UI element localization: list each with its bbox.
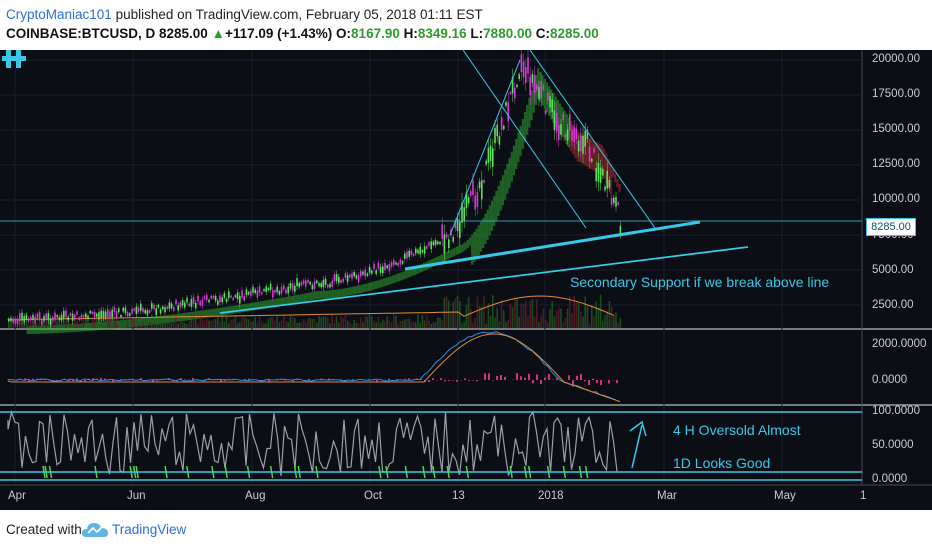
- price-tick: 15000.00: [872, 123, 920, 135]
- tradingview-link[interactable]: TradingView: [112, 522, 187, 537]
- up-arrow-head: [629, 420, 647, 437]
- price-tick: 20000.00: [872, 53, 920, 65]
- time-tick: 2018: [538, 490, 564, 502]
- close-value: 8285.00: [549, 26, 599, 41]
- low-label: L:: [466, 26, 484, 41]
- chart-svg: [0, 50, 932, 486]
- channel-line[interactable]: [529, 50, 656, 229]
- author-link[interactable]: CryptoManiac101: [6, 7, 112, 22]
- close-label: C:: [531, 26, 550, 41]
- price-tick: 5000.00: [872, 264, 914, 276]
- tradingview-logo-icon: [2, 50, 26, 68]
- footer: Created with TradingView: [0, 510, 932, 550]
- stoch-tick: 0.0000: [872, 473, 908, 485]
- publish-info: published on TradingView.com, February 0…: [111, 7, 483, 22]
- macd-tick: 0.0000: [872, 374, 908, 386]
- macd-pane: [7, 331, 621, 403]
- low-value: 7880.00: [483, 26, 532, 41]
- chart-canvas[interactable]: 20000.00 17500.00 15000.00 12500.00 1000…: [0, 50, 932, 510]
- price-tick: 2500.00: [872, 299, 914, 311]
- last-price-tag: 8285.00: [866, 218, 916, 236]
- time-tick: Aug: [245, 490, 266, 502]
- change-value: +117.09 (+1.43%): [224, 26, 333, 41]
- secondary-support-annotation: Secondary Support if we break above line: [570, 274, 830, 290]
- ma-ribbon: [26, 68, 621, 334]
- channel-line[interactable]: [462, 50, 587, 229]
- up-arrow-icon: [631, 424, 643, 469]
- time-tick: Oct: [364, 490, 382, 502]
- open-label: O:: [332, 26, 352, 41]
- symbol-label: COINBASE:BTCUSD, D: [6, 26, 156, 41]
- time-tick: Jun: [127, 490, 146, 502]
- stoch-tick: 50.0000: [872, 439, 914, 451]
- time-tick: 13: [452, 490, 465, 502]
- change-arrow-icon: ▲: [211, 26, 225, 41]
- stoch-tick: 100.0000: [872, 405, 920, 417]
- secondary-support-line[interactable]: [219, 246, 749, 314]
- daily-annotation: 1D Looks Good: [673, 455, 771, 471]
- high-value: 8349.16: [417, 26, 467, 41]
- volume-bars: [7, 294, 622, 328]
- candles: [8, 50, 622, 329]
- price-tick: 12500.00: [872, 158, 920, 170]
- tradingview-cloud-icon: [82, 523, 108, 537]
- chart-header: CryptoManiac101 published on TradingView…: [0, 0, 932, 50]
- created-with-label: Created with: [6, 522, 82, 537]
- price-tick: 10000.00: [872, 193, 920, 205]
- last-price: 8285.00: [155, 26, 212, 41]
- high-label: H:: [399, 26, 418, 41]
- publish-line: CryptoManiac101 published on TradingView…: [6, 7, 483, 22]
- time-tick: Mar: [657, 490, 677, 502]
- stoch-pane: [7, 409, 618, 479]
- support-line[interactable]: [404, 220, 701, 271]
- macd-tick: 2000.0000: [872, 338, 927, 350]
- oversold-annotation: 4 H Oversold Almost: [673, 422, 801, 438]
- open-value: 8167.90: [351, 26, 400, 41]
- channel-line[interactable]: [449, 59, 521, 236]
- price-tick: 17500.00: [872, 88, 920, 100]
- time-tick: 1: [860, 490, 867, 502]
- ohlc-line: COINBASE:BTCUSD, D 8285.00 ▲+117.09 (+1.…: [6, 26, 599, 41]
- time-tick: May: [774, 490, 796, 502]
- time-tick: Apr: [8, 490, 26, 502]
